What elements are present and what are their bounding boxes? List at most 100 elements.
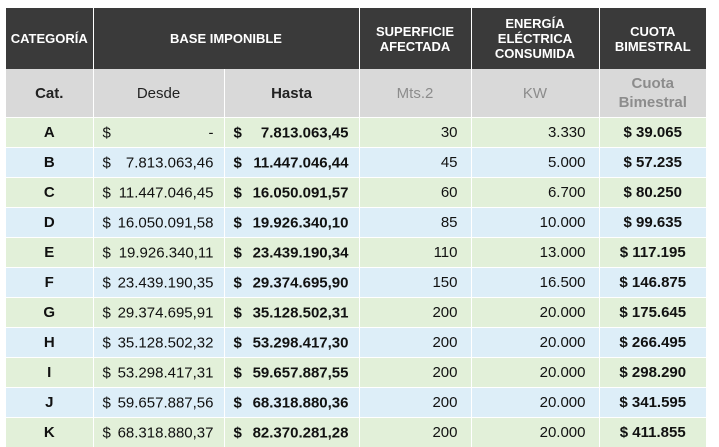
subheader-cuota-line2: Bimestral bbox=[619, 94, 687, 111]
cell-desde: $ - bbox=[93, 118, 224, 148]
cell-superficie: 85 bbox=[359, 208, 471, 238]
cell-cuota: $ 341.595 bbox=[599, 388, 706, 418]
table-row: I $ 53.298.417,31 $ 59.657.887,55 200 20… bbox=[6, 358, 706, 388]
currency-symbol: $ bbox=[103, 154, 111, 171]
cell-desde: $ 53.298.417,31 bbox=[93, 358, 224, 388]
currency-symbol: $ bbox=[234, 424, 242, 441]
cell-cuota: $ 298.290 bbox=[599, 358, 706, 388]
header-superficie-line1: SUPERFICIE bbox=[376, 24, 454, 39]
header-superficie: SUPERFICIE AFECTADA bbox=[359, 8, 471, 69]
hasta-amount: 68.318.880,36 bbox=[253, 394, 349, 411]
header-cuota: CUOTA BIMESTRAL bbox=[599, 8, 706, 69]
cell-energia: 13.000 bbox=[471, 238, 599, 268]
table-row: H $ 35.128.502,32 $ 53.298.417,30 200 20… bbox=[6, 328, 706, 358]
cell-cuota: $ 39.065 bbox=[599, 118, 706, 148]
desde-amount: 23.439.190,35 bbox=[118, 274, 214, 291]
cell-superficie: 60 bbox=[359, 178, 471, 208]
subheader-desde: Desde bbox=[93, 69, 224, 118]
table-row: A $ - $ 7.813.063,45 30 3.330 $ 39.065 bbox=[6, 118, 706, 148]
cell-cuota: $ 117.195 bbox=[599, 238, 706, 268]
currency-symbol: $ bbox=[103, 124, 111, 141]
header-energia-line1: ENERGÍA bbox=[505, 16, 564, 31]
header-energia-line3: CONSUMIDA bbox=[495, 46, 575, 61]
desde-amount: 29.374.695,91 bbox=[118, 304, 214, 321]
hasta-amount: 82.370.281,28 bbox=[253, 424, 349, 441]
cell-energia: 20.000 bbox=[471, 298, 599, 328]
subheader-mts: Mts.2 bbox=[359, 69, 471, 118]
cell-hasta: $ 53.298.417,30 bbox=[224, 328, 359, 358]
cell-categoria: H bbox=[6, 328, 93, 358]
currency-symbol: $ bbox=[234, 364, 242, 381]
currency-symbol: $ bbox=[103, 184, 111, 201]
table-row: C $ 11.447.046,45 $ 16.050.091,57 60 6.7… bbox=[6, 178, 706, 208]
cell-hasta: $ 7.813.063,45 bbox=[224, 118, 359, 148]
hasta-amount: 11.447.046,44 bbox=[253, 154, 348, 171]
currency-symbol: $ bbox=[234, 334, 242, 351]
cell-desde: $ 16.050.091,58 bbox=[93, 208, 224, 238]
cell-desde: $ 11.447.046,45 bbox=[93, 178, 224, 208]
currency-symbol: $ bbox=[234, 154, 242, 171]
subheader-kw: KW bbox=[471, 69, 599, 118]
subheader-cat: Cat. bbox=[6, 69, 93, 118]
cell-energia: 16.500 bbox=[471, 268, 599, 298]
cell-categoria: J bbox=[6, 388, 93, 418]
desde-amount: 16.050.091,58 bbox=[118, 214, 214, 231]
subheader-cuota-line1: Cuota bbox=[632, 75, 675, 92]
cell-categoria: C bbox=[6, 178, 93, 208]
desde-amount: 11.447.046,45 bbox=[119, 184, 214, 201]
cell-superficie: 200 bbox=[359, 298, 471, 328]
table-row: B $ 7.813.063,46 $ 11.447.046,44 45 5.00… bbox=[6, 148, 706, 178]
currency-symbol: $ bbox=[234, 244, 242, 261]
hasta-amount: 7.813.063,45 bbox=[261, 124, 349, 141]
desde-amount: 68.318.880,37 bbox=[118, 424, 214, 441]
cell-categoria: I bbox=[6, 358, 93, 388]
header-categoria: CATEGORÍA bbox=[6, 8, 93, 69]
cell-cuota: $ 175.645 bbox=[599, 298, 706, 328]
header-cuota-line2: BIMESTRAL bbox=[615, 39, 691, 54]
desde-amount: 59.657.887,56 bbox=[118, 394, 214, 411]
table-row: G $ 29.374.695,91 $ 35.128.502,31 200 20… bbox=[6, 298, 706, 328]
subheader-hasta: Hasta bbox=[224, 69, 359, 118]
cell-superficie: 150 bbox=[359, 268, 471, 298]
currency-symbol: $ bbox=[234, 304, 242, 321]
cell-hasta: $ 59.657.887,55 bbox=[224, 358, 359, 388]
cell-categoria: G bbox=[6, 298, 93, 328]
cell-categoria: F bbox=[6, 268, 93, 298]
cell-hasta: $ 11.447.046,44 bbox=[224, 148, 359, 178]
currency-symbol: $ bbox=[234, 394, 242, 411]
cell-cuota: $ 57.235 bbox=[599, 148, 706, 178]
cell-superficie: 200 bbox=[359, 388, 471, 418]
cell-desde: $ 29.374.695,91 bbox=[93, 298, 224, 328]
currency-symbol: $ bbox=[103, 274, 111, 291]
cell-superficie: 110 bbox=[359, 238, 471, 268]
cell-categoria: E bbox=[6, 238, 93, 268]
tariff-table: CATEGORÍA BASE IMPONIBLE SUPERFICIE AFEC… bbox=[6, 8, 706, 447]
cell-energia: 6.700 bbox=[471, 178, 599, 208]
currency-symbol: $ bbox=[103, 424, 111, 441]
currency-symbol: $ bbox=[234, 184, 242, 201]
cell-hasta: $ 16.050.091,57 bbox=[224, 178, 359, 208]
hasta-amount: 35.128.502,31 bbox=[253, 304, 349, 321]
hasta-amount: 16.050.091,57 bbox=[253, 184, 349, 201]
header-energia-line2: ELÉCTRICA bbox=[498, 31, 572, 46]
currency-symbol: $ bbox=[103, 364, 111, 381]
cell-superficie: 45 bbox=[359, 148, 471, 178]
hasta-amount: 53.298.417,30 bbox=[253, 334, 349, 351]
cell-categoria: B bbox=[6, 148, 93, 178]
header-superficie-line2: AFECTADA bbox=[380, 39, 451, 54]
currency-symbol: $ bbox=[103, 244, 111, 261]
cell-hasta: $ 68.318.880,36 bbox=[224, 388, 359, 418]
tariff-table-container: CATEGORÍA BASE IMPONIBLE SUPERFICIE AFEC… bbox=[6, 8, 706, 447]
table-row: E $ 19.926.340,11 $ 23.439.190,34 110 13… bbox=[6, 238, 706, 268]
cell-superficie: 200 bbox=[359, 358, 471, 388]
cell-cuota: $ 80.250 bbox=[599, 178, 706, 208]
cell-desde: $ 35.128.502,32 bbox=[93, 328, 224, 358]
currency-symbol: $ bbox=[234, 274, 242, 291]
hasta-amount: 23.439.190,34 bbox=[253, 244, 349, 261]
cell-hasta: $ 23.439.190,34 bbox=[224, 238, 359, 268]
subheader-row: Cat. Desde Hasta Mts.2 KW Cuota Bimestra… bbox=[6, 69, 706, 118]
table-body: A $ - $ 7.813.063,45 30 3.330 $ 39.065 B… bbox=[6, 118, 706, 447]
cell-superficie: 30 bbox=[359, 118, 471, 148]
cell-hasta: $ 35.128.502,31 bbox=[224, 298, 359, 328]
table-row: J $ 59.657.887,56 $ 68.318.880,36 200 20… bbox=[6, 388, 706, 418]
